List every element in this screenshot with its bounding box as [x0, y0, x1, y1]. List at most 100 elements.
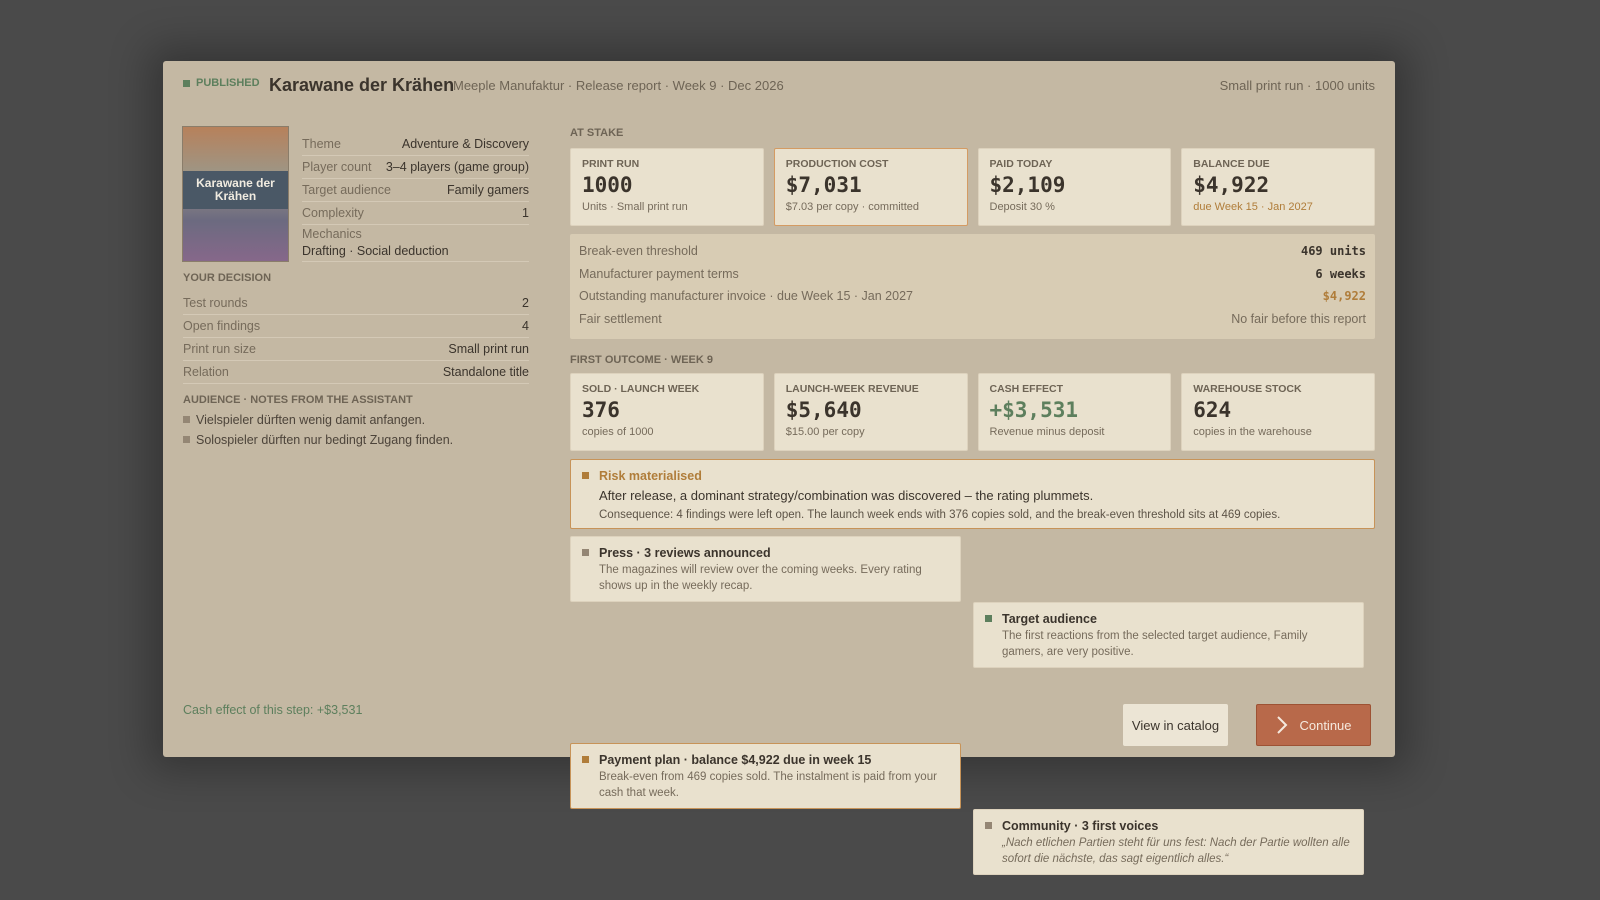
audience-note: Vielspieler dürften wenig damit anfangen…	[183, 413, 529, 427]
stake-label: Outstanding manufacturer invoice · due W…	[579, 289, 913, 304]
metric-value: 1000	[582, 173, 633, 197]
note-title: Target audience	[1002, 612, 1097, 626]
decision-label: Test rounds	[183, 296, 248, 310]
note-box: Payment plan · balance $4,922 due in wee…	[570, 743, 961, 809]
note-marker	[985, 822, 992, 829]
metric-card: WAREHOUSE STOCK 624 copies in the warehous…	[1181, 373, 1375, 451]
decision-row: Test rounds 2	[183, 292, 529, 315]
detail-row: Complexity 1	[302, 202, 529, 225]
status-badge: PUBLISHED	[183, 77, 260, 89]
subtitle: Meeple Manufaktur · Release report · Wee…	[453, 78, 784, 93]
detail-value: 3–4 players (game group)	[385, 160, 529, 174]
decision-row: Relation Standalone title	[183, 361, 529, 384]
continue-label: Continue	[1299, 717, 1352, 733]
metric-card: CASH EFFECT +$3,531 Revenue minus deposit	[977, 373, 1172, 451]
metric-value: +$3,531	[989, 398, 1079, 422]
stake-label: Fair settlement	[579, 311, 662, 326]
metric-value: $5,640	[785, 398, 862, 422]
detail-label: Target audience	[302, 183, 391, 197]
detail-value: Drafting · Social deduction	[302, 244, 449, 258]
right-column: AT STAKE PRINT RUN 1000 Units · Small prin…	[570, 61, 1375, 875]
audience-note: Solospieler dürften nur bedingt Zugang f…	[183, 433, 529, 447]
metric-value: 624	[1193, 398, 1232, 422]
decision-label: Print run size	[183, 342, 256, 356]
note-box: Press · 3 reviews announced The magazines…	[570, 536, 961, 602]
detail-row: Target audience Family gamers	[302, 179, 529, 202]
decision-label: Open findings	[183, 319, 261, 333]
details-list: Theme Adventure & Discovery Player count 3–…	[302, 133, 529, 262]
note-text: Solospieler dürften nur bedingt Zugang f…	[196, 433, 454, 447]
decision-row: Open findings 4	[183, 315, 529, 338]
section-title: FIRST OUTCOME · WEEK 9	[570, 354, 713, 366]
metric-label: WAREHOUSE STOCK	[1193, 383, 1302, 395]
note-title: Press · 3 reviews announced	[599, 546, 771, 560]
metric-label: PRODUCTION COST	[785, 158, 889, 170]
section-title: YOUR DECISION	[183, 272, 272, 284]
metric-card: PRODUCTION COST $7,031 $7.03 per copy · co…	[773, 148, 968, 226]
metric-label: PRINT RUN	[582, 158, 640, 170]
note-text: Vielspieler dürften wenig damit anfangen…	[196, 413, 426, 427]
cover-image: Karawane der Krähen	[182, 126, 289, 262]
metric-label: SOLD · LAUNCH WEEK	[582, 383, 700, 395]
metric-card: LAUNCH-WEEK REVENUE $5,640 $15.00 per copy	[773, 373, 968, 451]
stake-value: 469 units	[1300, 244, 1366, 259]
detail-label: Complexity	[302, 206, 364, 220]
chevron-icon	[1277, 716, 1288, 734]
stake-label: Break-even threshold	[579, 244, 698, 259]
report-dialog: PUBLISHED Karawane der Krähen Meeple Man…	[163, 61, 1395, 875]
metric-note: $7.03 per copy · committed	[785, 201, 920, 213]
metric-note: due Week 15 · Jan 2027	[1193, 201, 1313, 213]
metric-value: $7,031	[785, 173, 862, 197]
metric-card: SOLD · LAUNCH WEEK 376 copies of 1000	[570, 373, 764, 451]
detail-label: Player count	[302, 160, 372, 174]
decision-list: Test rounds 2 Open findings 4 Print run size…	[183, 292, 529, 384]
decision-value: 4	[522, 319, 529, 333]
detail-row: Mechanics Drafting · Social deduction	[302, 225, 529, 262]
note-box: Community · 3 first voices „Nach etlichen…	[973, 809, 1364, 875]
note-marker	[582, 756, 589, 763]
cover-label: Karawane der Krähen	[183, 171, 288, 209]
stake-panel: Break-even threshold 469 units Manufacture…	[570, 234, 1375, 339]
stake-row: Break-even threshold 469 units	[579, 240, 1366, 263]
continue-button[interactable]: Continue	[1256, 704, 1371, 746]
metric-card: BALANCE DUE $4,922 due Week 15 · Jan 2027	[1181, 148, 1375, 226]
note-text: The first reactions from the selected ta…	[1002, 630, 1308, 658]
decision-value: Small print run	[448, 342, 529, 356]
note-text: The magazines will review over the comin…	[599, 564, 922, 592]
stake-value: $4,922	[1322, 289, 1366, 304]
bullet	[183, 436, 190, 443]
risk-box: Risk materialised After release, a domin…	[570, 459, 1375, 529]
detail-label: Theme	[302, 137, 341, 151]
print-summary: Small print run · 1000 units	[1219, 78, 1375, 93]
metric-card: PRINT RUN 1000 Units · Small print run	[570, 148, 764, 226]
metric-value: 376	[582, 398, 620, 422]
metric-card: PAID TODAY $2,109 Deposit 30 %	[977, 148, 1172, 226]
note-text: „Nach etlichen Partien steht für uns fes…	[1002, 837, 1350, 865]
notes-grid: Press · 3 reviews announced The magazines…	[570, 536, 1375, 875]
note-title: Community · 3 first voices	[1002, 819, 1159, 833]
stake-value: No fair before this report	[1231, 311, 1366, 326]
stake-value: 6 weeks	[1315, 266, 1366, 281]
note-marker	[985, 615, 992, 622]
detail-label: Mechanics	[302, 227, 362, 241]
metric-note: Revenue minus deposit	[989, 426, 1105, 438]
metric-label: CASH EFFECT	[989, 383, 1064, 395]
note-text: Break-even from 469 copies sold. The ins…	[599, 771, 937, 799]
detail-value: Family gamers	[447, 183, 529, 197]
stake-cards: PRINT RUN 1000 Units · Small print run PROD…	[570, 148, 1375, 226]
decision-label: Relation	[183, 365, 229, 379]
stake-row: Outstanding manufacturer invoice · due W…	[579, 285, 1366, 308]
stake-label: Manufacturer payment terms	[579, 266, 739, 281]
stake-row: Manufacturer payment terms 6 weeks	[579, 263, 1366, 286]
game-title: Karawane der Krähen	[269, 75, 455, 95]
risk-consequence: Consequence: 4 findings were left open. …	[599, 509, 1281, 521]
bullet	[183, 416, 190, 423]
metric-note: Deposit 30 %	[989, 201, 1055, 213]
metric-note: Units · Small print run	[582, 201, 688, 213]
metric-note: copies of 1000	[582, 426, 654, 438]
note-marker	[582, 549, 589, 556]
view-catalog-button[interactable]: View in catalog	[1123, 704, 1228, 746]
decision-value: Standalone title	[442, 365, 529, 379]
outcome-cards: SOLD · LAUNCH WEEK 376 copies of 1000 LAUNC…	[570, 373, 1375, 451]
